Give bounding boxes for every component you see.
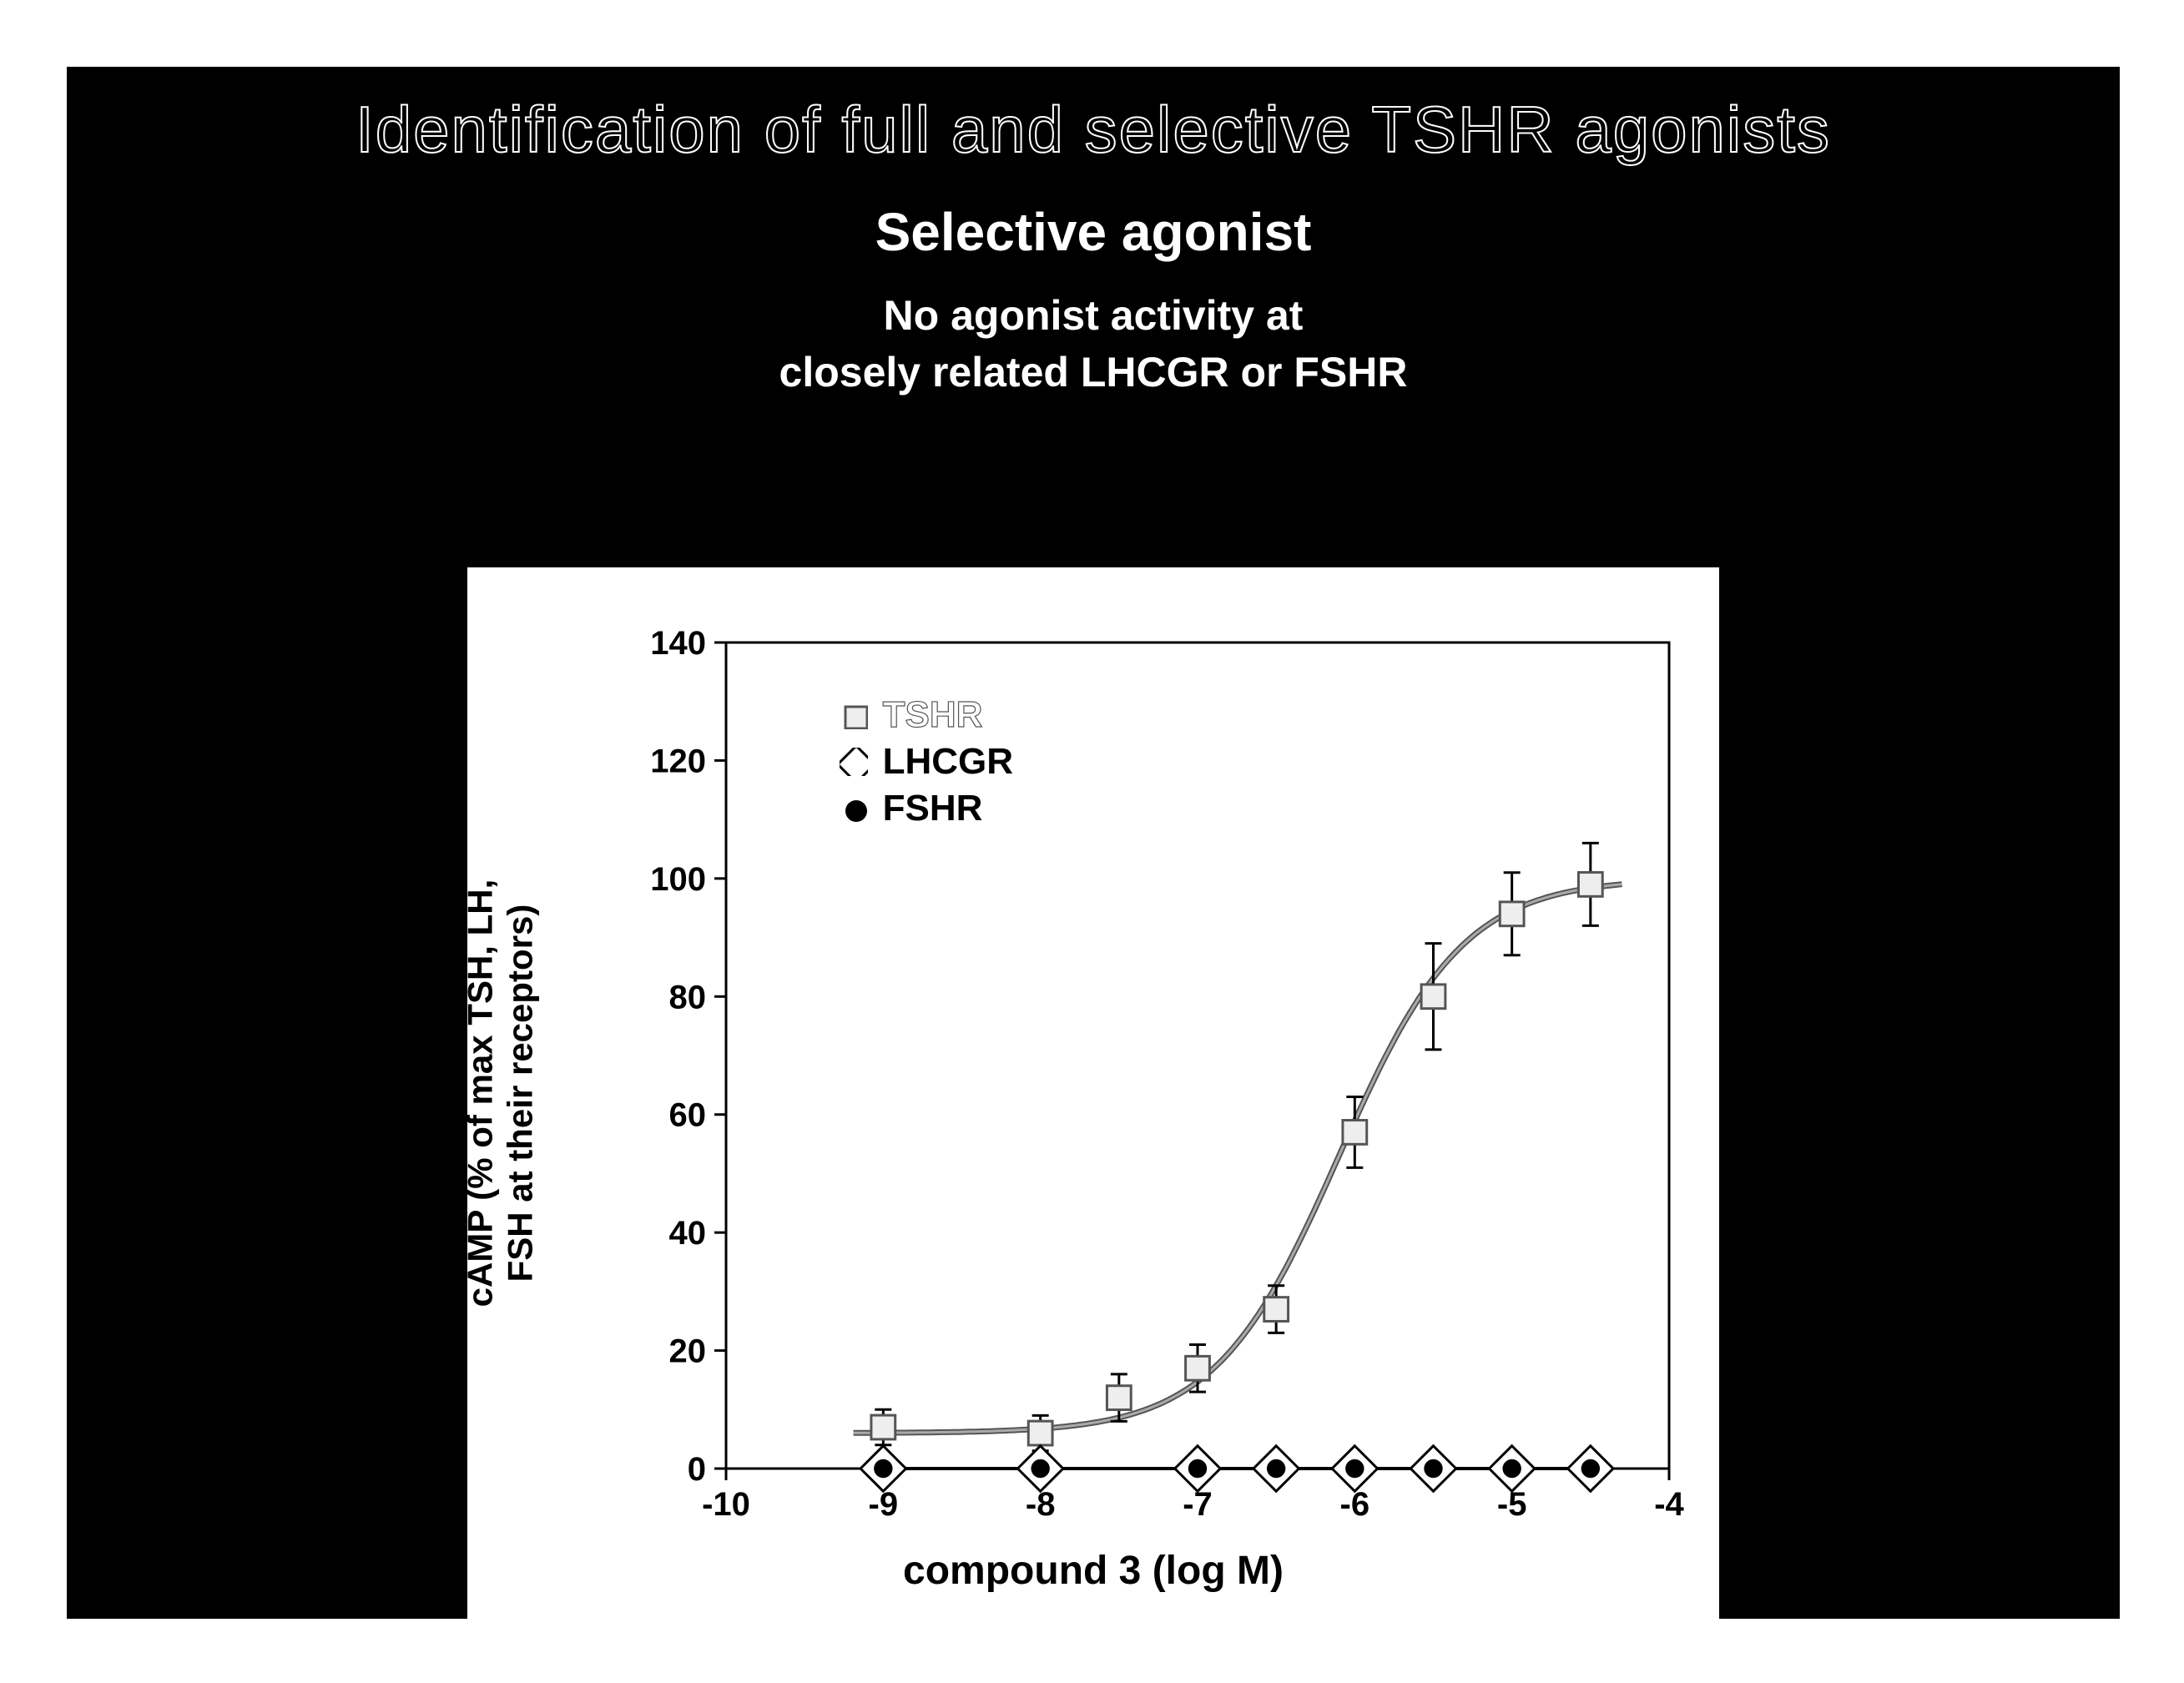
legend-label: FSHR xyxy=(883,788,983,829)
legend-item: FSHR xyxy=(840,785,1013,832)
svg-text:40: 40 xyxy=(669,1215,707,1252)
description-line1: No agonist activity at xyxy=(884,292,1304,339)
svg-text:100: 100 xyxy=(650,861,706,898)
svg-text:-10: -10 xyxy=(702,1486,750,1523)
circle-filled-icon xyxy=(840,794,868,823)
svg-text:120: 120 xyxy=(650,743,706,779)
legend-item: TSHR xyxy=(840,692,1013,738)
slide-title: Identification of full and selective TSH… xyxy=(67,67,2120,168)
diamond-open-icon xyxy=(840,748,868,776)
slide-description: No agonist activity at closely related L… xyxy=(67,288,2120,401)
square-open-grey-icon xyxy=(840,701,868,729)
svg-text:140: 140 xyxy=(650,625,706,662)
dose-response-chart: 020406080100120140-10-9-8-7-6-5-4 xyxy=(467,567,1719,1619)
legend-item: LHCGR xyxy=(840,738,1013,785)
legend-label: TSHR xyxy=(883,694,983,736)
svg-text:0: 0 xyxy=(688,1451,706,1488)
slide-subtitle: Selective agonist xyxy=(67,201,2120,263)
svg-text:20: 20 xyxy=(669,1333,707,1370)
chart-panel: cAMP (% of max TSH, LH, FSH at their rec… xyxy=(467,567,1719,1619)
description-line2: closely related LHCGR or FSHR xyxy=(779,349,1408,396)
svg-text:80: 80 xyxy=(669,979,707,1015)
svg-text:-4: -4 xyxy=(1654,1486,1684,1523)
chart-legend: TSHR LHCGR FSHR xyxy=(840,692,1013,832)
slide: Identification of full and selective TSH… xyxy=(67,67,2120,1619)
legend-label: LHCGR xyxy=(883,741,1013,783)
svg-text:60: 60 xyxy=(669,1097,707,1134)
x-axis-label: compound 3 (log M) xyxy=(467,1548,1719,1594)
